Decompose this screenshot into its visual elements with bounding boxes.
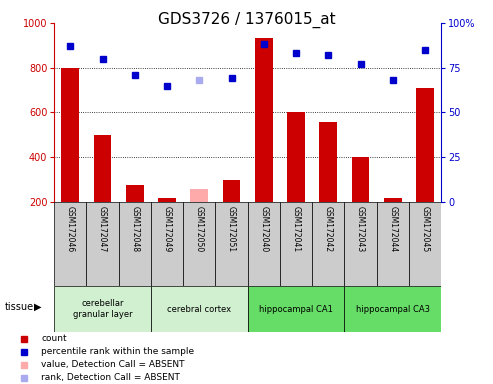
Bar [248,202,280,286]
Bar [345,202,377,286]
Bar [215,202,247,286]
Bar [312,202,345,286]
Text: hippocampal CA3: hippocampal CA3 [356,305,430,314]
Text: GSM172045: GSM172045 [421,206,429,252]
Bar [345,286,441,332]
Text: GSM172042: GSM172042 [324,206,333,252]
Text: cerebellar
granular layer: cerebellar granular layer [73,300,133,319]
Bar [54,202,86,286]
Text: GSM172040: GSM172040 [259,206,268,252]
Bar [190,189,208,202]
Text: ▶: ▶ [35,302,42,312]
Text: percentile rank within the sample: percentile rank within the sample [41,347,194,356]
Bar [158,198,176,202]
Text: GSM172048: GSM172048 [130,206,140,252]
Text: GSM172047: GSM172047 [98,206,107,252]
Bar [280,202,312,286]
Text: GDS3726 / 1376015_at: GDS3726 / 1376015_at [158,12,335,28]
Bar [62,68,79,202]
Text: rank, Detection Call = ABSENT: rank, Detection Call = ABSENT [41,373,180,382]
Text: GSM172051: GSM172051 [227,206,236,252]
Bar [377,202,409,286]
Bar [223,180,241,202]
Bar [319,122,337,202]
Text: GSM172043: GSM172043 [356,206,365,252]
Text: GSM172044: GSM172044 [388,206,397,252]
Bar [151,286,247,332]
Bar [54,286,151,332]
Bar [416,88,434,202]
Text: cerebral cortex: cerebral cortex [167,305,231,314]
Bar [384,198,402,202]
Bar [151,202,183,286]
Text: hippocampal CA1: hippocampal CA1 [259,305,333,314]
Bar [248,286,345,332]
Text: GSM172050: GSM172050 [195,206,204,252]
Bar [409,202,441,286]
Text: GSM172046: GSM172046 [66,206,75,252]
Bar [126,185,144,202]
Bar [183,202,215,286]
Bar [86,202,119,286]
Text: GSM172049: GSM172049 [163,206,172,252]
Text: count: count [41,334,67,343]
Text: GSM172041: GSM172041 [291,206,301,252]
Text: value, Detection Call = ABSENT: value, Detection Call = ABSENT [41,360,185,369]
Bar [94,135,111,202]
Bar [255,38,273,202]
Bar [352,157,369,202]
Text: tissue: tissue [5,302,34,312]
Bar [119,202,151,286]
Bar [287,113,305,202]
